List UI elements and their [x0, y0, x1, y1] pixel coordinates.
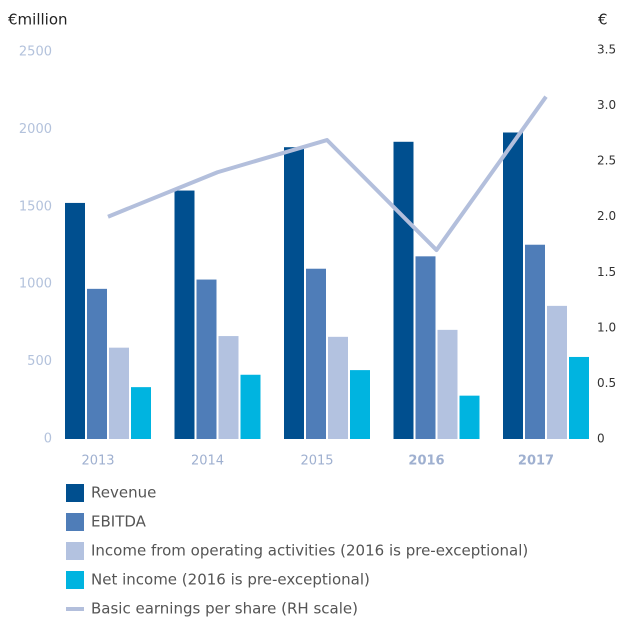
legend-swatch	[66, 607, 84, 611]
bar	[87, 288, 107, 439]
y-tick-label: 1000	[19, 277, 52, 292]
y2-tick-label: 3.0	[597, 98, 616, 112]
legend-swatch	[66, 513, 84, 531]
x-tick-label: 2016	[408, 454, 444, 469]
y-tick-label: 2000	[19, 122, 52, 137]
legend-label: Revenue	[91, 484, 156, 502]
bar	[131, 387, 151, 439]
x-tick-label: 2015	[300, 454, 333, 469]
y2-tick-label: 0.5	[597, 376, 616, 390]
bar	[109, 347, 129, 439]
x-tick-label: 2014	[191, 454, 224, 469]
y-tick-label: 500	[27, 354, 52, 369]
bar	[393, 141, 414, 439]
y-tick-label: 1500	[19, 199, 52, 214]
line	[107, 95, 548, 253]
y2-tick-label: 1.0	[597, 320, 616, 334]
bar	[525, 244, 545, 439]
legend-swatch	[66, 484, 84, 502]
y-axis-label: €million	[8, 11, 68, 29]
legend-swatch	[66, 542, 84, 560]
legend-swatch	[66, 571, 84, 589]
bar	[459, 395, 480, 439]
y-tick-label: 2500	[19, 45, 52, 60]
bar	[328, 336, 348, 439]
legend-label: Net income (2016 is pre-exceptional)	[91, 571, 370, 589]
legend-label: EBITDA	[91, 513, 147, 531]
y2-axis-label: €	[598, 11, 608, 29]
y2-tick-label: 2.0	[597, 209, 616, 223]
y2-tick-label: 1.5	[597, 265, 616, 279]
bar	[503, 132, 523, 439]
bar	[196, 279, 217, 439]
bar	[240, 374, 261, 439]
bar	[437, 329, 458, 439]
bar	[284, 147, 304, 439]
bar	[569, 356, 589, 439]
y2-tick-label: 3.5	[597, 43, 616, 57]
y2-tick-label: 2.5	[597, 154, 616, 168]
bar	[218, 336, 239, 439]
legend-label: Basic earnings per share (RH scale)	[91, 600, 358, 618]
x-tick-label: 2013	[81, 454, 114, 469]
bar	[415, 256, 436, 439]
x-tick-label: 2017	[518, 454, 554, 469]
bar	[547, 305, 567, 439]
bar	[350, 370, 370, 439]
y-tick-label: 0	[44, 432, 52, 447]
y2-tick-label: 0	[597, 432, 605, 446]
bar	[65, 202, 85, 439]
bar	[174, 190, 195, 439]
legend-label: Income from operating activities (2016 i…	[91, 542, 528, 560]
bar	[306, 268, 326, 439]
